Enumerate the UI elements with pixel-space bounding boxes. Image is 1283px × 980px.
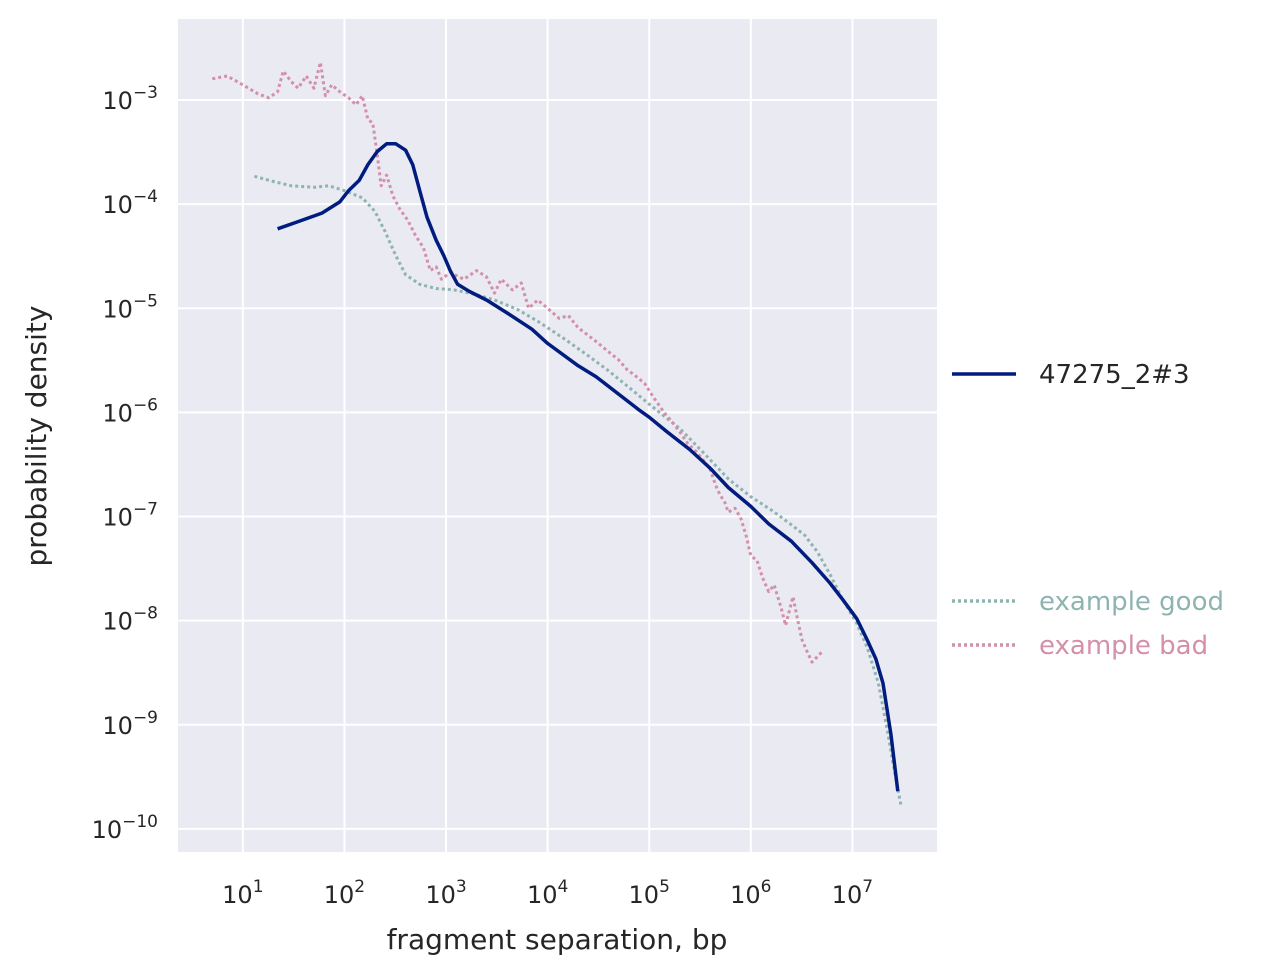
x-tick-base: 10: [324, 881, 355, 909]
y-tick-label: 10−8: [102, 604, 158, 636]
x-tick-base: 10: [832, 881, 863, 909]
y-tick-label: 10−3: [102, 83, 158, 115]
series-group: [212, 60, 903, 806]
y-tick-exponent: −6: [133, 395, 158, 415]
y-tick-label: 10−4: [102, 187, 158, 219]
grid: [178, 19, 937, 852]
series-line-example-bad: [212, 60, 823, 664]
y-axis-label: probability density: [20, 306, 53, 567]
y-tick-labels: 10−310−410−510−610−710−810−910−10: [92, 83, 158, 844]
x-tick-labels: 101 102 103 104 105 106 107: [222, 877, 873, 909]
y-tick-exponent: −8: [133, 604, 158, 624]
y-tick-base: 10: [102, 712, 133, 740]
x-tick-exponent: 6: [761, 877, 772, 897]
legend-main: 47275_2#3: [952, 360, 1190, 390]
x-tick-exponent: 3: [456, 877, 467, 897]
y-tick-label: 10−9: [102, 708, 158, 740]
y-tick-base: 10: [102, 608, 133, 636]
legend-bad-label: example bad: [1039, 631, 1208, 661]
legend-main-label: 47275_2#3: [1039, 360, 1190, 390]
y-tick-label: 10−7: [102, 500, 158, 532]
x-tick-base: 10: [425, 881, 456, 909]
plot-area: [178, 19, 937, 852]
y-tick-exponent: −3: [133, 83, 158, 103]
y-tick-exponent: −4: [133, 187, 158, 207]
x-tick-base: 10: [730, 881, 761, 909]
y-tick-base: 10: [102, 191, 133, 219]
legend-examples: example good example bad: [952, 587, 1224, 661]
x-tick-exponent: 1: [253, 877, 264, 897]
x-tick-exponent: 2: [354, 877, 365, 897]
y-tick-exponent: −9: [133, 708, 158, 728]
x-tick-label: 103: [425, 877, 466, 909]
y-tick-label: 10−6: [102, 395, 158, 427]
x-axis-label: fragment separation, bp: [387, 923, 728, 956]
x-tick-label: 105: [629, 877, 670, 909]
x-tick-exponent: 7: [862, 877, 873, 897]
x-tick-base: 10: [527, 881, 558, 909]
x-tick-label: 102: [324, 877, 365, 909]
x-tick-base: 10: [629, 881, 660, 909]
legend-good-label: example good: [1039, 587, 1224, 617]
y-tick-base: 10: [102, 87, 133, 115]
y-tick-base: 10: [102, 504, 133, 532]
x-tick-label: 104: [527, 877, 568, 909]
y-tick-exponent: −5: [133, 291, 158, 311]
y-tick-exponent: −7: [133, 500, 158, 520]
x-tick-label: 106: [730, 877, 771, 909]
x-tick-exponent: 4: [557, 877, 568, 897]
y-tick-base: 10: [102, 295, 133, 323]
x-tick-base: 10: [222, 881, 253, 909]
series-line-example-good: [254, 174, 903, 806]
y-tick-label: 10−5: [102, 291, 158, 323]
x-tick-exponent: 5: [659, 877, 670, 897]
x-tick-label: 101: [222, 877, 263, 909]
y-tick-base: 10: [102, 399, 133, 427]
series-line-47275-2-3: [277, 142, 900, 792]
y-tick-base: 10: [92, 816, 123, 844]
x-tick-label: 107: [832, 877, 873, 909]
y-tick-exponent: −10: [122, 812, 158, 832]
y-tick-label: 10−10: [92, 812, 158, 844]
